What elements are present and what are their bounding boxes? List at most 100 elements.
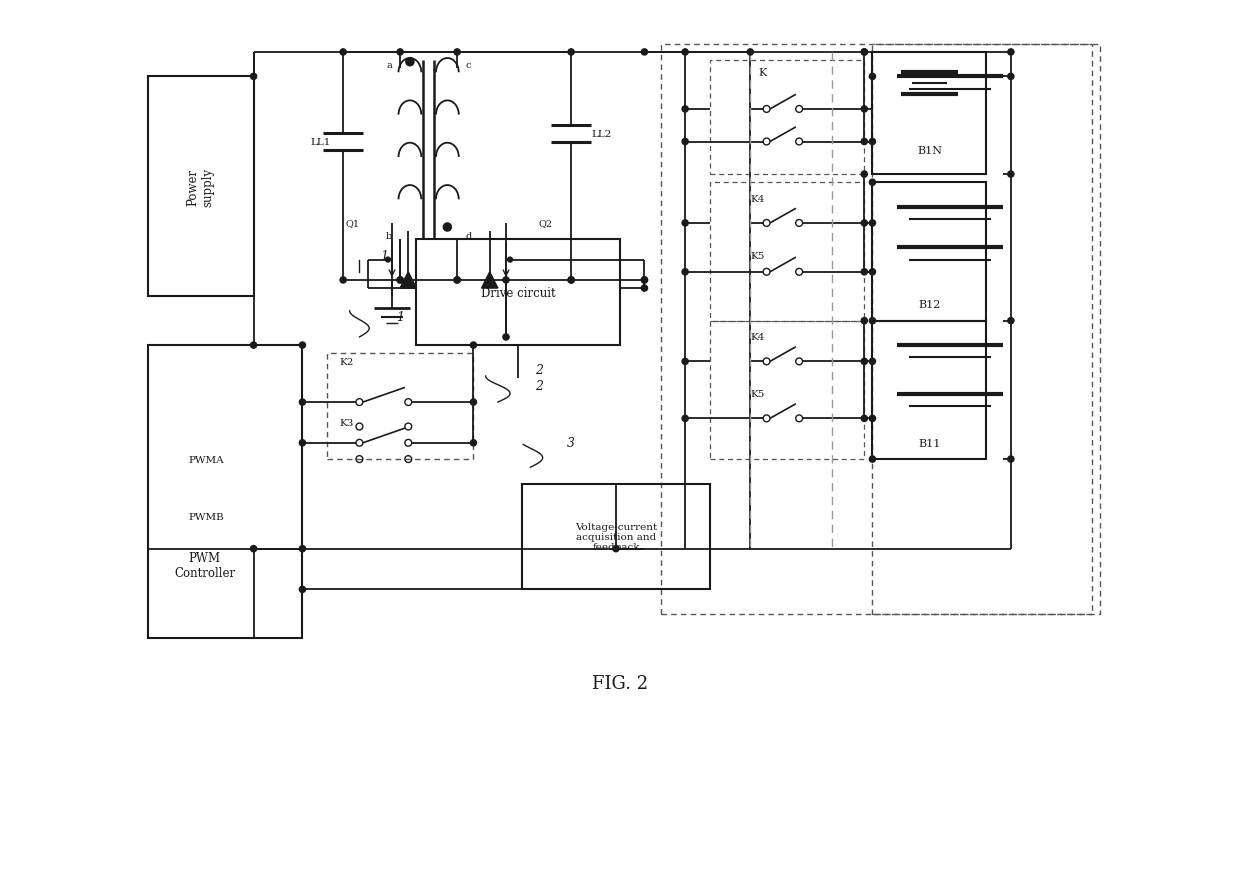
Text: B1N: B1N xyxy=(916,146,942,156)
Text: K: K xyxy=(759,68,766,78)
Text: PWMA: PWMA xyxy=(188,455,224,464)
Text: FIG. 2: FIG. 2 xyxy=(591,674,649,692)
Circle shape xyxy=(682,106,688,113)
Text: K4: K4 xyxy=(750,195,765,204)
Circle shape xyxy=(869,269,875,275)
Polygon shape xyxy=(401,273,417,289)
Circle shape xyxy=(862,50,868,56)
Circle shape xyxy=(869,180,875,186)
Circle shape xyxy=(862,50,868,56)
Bar xyxy=(709,61,864,175)
Text: 2: 2 xyxy=(534,380,543,392)
Circle shape xyxy=(862,172,868,178)
Circle shape xyxy=(397,50,403,56)
Circle shape xyxy=(862,416,868,422)
Circle shape xyxy=(869,457,875,463)
Polygon shape xyxy=(481,273,497,289)
Circle shape xyxy=(1008,50,1014,56)
Text: 1: 1 xyxy=(396,311,404,324)
Circle shape xyxy=(682,358,688,365)
Circle shape xyxy=(862,358,868,365)
Circle shape xyxy=(470,400,476,406)
Text: a: a xyxy=(386,61,392,70)
Circle shape xyxy=(682,221,688,227)
Circle shape xyxy=(397,277,403,283)
Circle shape xyxy=(869,416,875,422)
Circle shape xyxy=(568,277,574,283)
Circle shape xyxy=(641,50,647,56)
Circle shape xyxy=(641,277,647,283)
Circle shape xyxy=(1008,74,1014,80)
Circle shape xyxy=(299,546,305,552)
Circle shape xyxy=(503,277,510,283)
Circle shape xyxy=(507,257,512,263)
Text: 3: 3 xyxy=(567,437,575,450)
Circle shape xyxy=(641,277,647,283)
Circle shape xyxy=(613,546,619,552)
Text: Power
supply: Power supply xyxy=(187,167,215,207)
Circle shape xyxy=(862,269,868,275)
Text: Voltage-current
acquisition and
feedback: Voltage-current acquisition and feedback xyxy=(575,522,657,552)
Bar xyxy=(873,321,987,460)
Circle shape xyxy=(568,50,574,56)
Circle shape xyxy=(443,224,451,232)
Circle shape xyxy=(568,277,574,283)
Bar xyxy=(417,240,620,346)
Circle shape xyxy=(503,334,510,341)
Circle shape xyxy=(682,416,688,422)
Circle shape xyxy=(869,318,875,325)
Text: K5: K5 xyxy=(750,390,765,399)
Text: Drive circuit: Drive circuit xyxy=(481,286,556,299)
Circle shape xyxy=(862,139,868,146)
Text: d: d xyxy=(465,232,471,240)
Text: K4: K4 xyxy=(750,333,765,342)
Text: K2: K2 xyxy=(339,358,353,367)
Circle shape xyxy=(869,221,875,227)
Circle shape xyxy=(1008,318,1014,325)
Bar xyxy=(873,183,987,321)
Circle shape xyxy=(682,50,688,56)
Circle shape xyxy=(682,139,688,146)
Circle shape xyxy=(748,50,754,56)
Text: 1: 1 xyxy=(379,249,388,263)
Circle shape xyxy=(340,50,346,56)
Bar xyxy=(709,183,864,321)
Text: LL1: LL1 xyxy=(310,138,331,147)
Text: 2: 2 xyxy=(534,364,543,376)
Circle shape xyxy=(340,277,346,283)
Circle shape xyxy=(386,257,391,263)
Circle shape xyxy=(405,59,414,67)
Circle shape xyxy=(869,358,875,365)
Circle shape xyxy=(397,277,403,283)
Circle shape xyxy=(869,74,875,80)
Text: B12: B12 xyxy=(919,300,941,310)
Circle shape xyxy=(470,440,476,446)
Circle shape xyxy=(299,586,305,593)
Text: PWMB: PWMB xyxy=(188,512,224,521)
Bar xyxy=(522,484,709,590)
Bar xyxy=(709,321,864,460)
Circle shape xyxy=(250,342,257,349)
Text: B11: B11 xyxy=(919,438,941,448)
Text: Q1: Q1 xyxy=(345,219,360,228)
Text: LL2: LL2 xyxy=(591,130,611,139)
Circle shape xyxy=(250,74,257,80)
Text: Q2: Q2 xyxy=(538,219,553,228)
Text: b: b xyxy=(386,232,392,240)
Circle shape xyxy=(641,286,647,291)
Circle shape xyxy=(250,546,257,552)
Bar xyxy=(661,45,1100,614)
Circle shape xyxy=(454,277,460,283)
Text: PWM
Controller: PWM Controller xyxy=(174,552,236,579)
Circle shape xyxy=(299,342,305,349)
Bar xyxy=(873,45,1092,614)
Circle shape xyxy=(299,400,305,406)
Text: K5: K5 xyxy=(750,252,765,261)
Bar xyxy=(327,354,474,460)
Circle shape xyxy=(1008,172,1014,178)
Circle shape xyxy=(470,342,476,349)
Circle shape xyxy=(682,269,688,275)
Circle shape xyxy=(862,318,868,325)
Circle shape xyxy=(299,440,305,446)
Circle shape xyxy=(862,106,868,113)
